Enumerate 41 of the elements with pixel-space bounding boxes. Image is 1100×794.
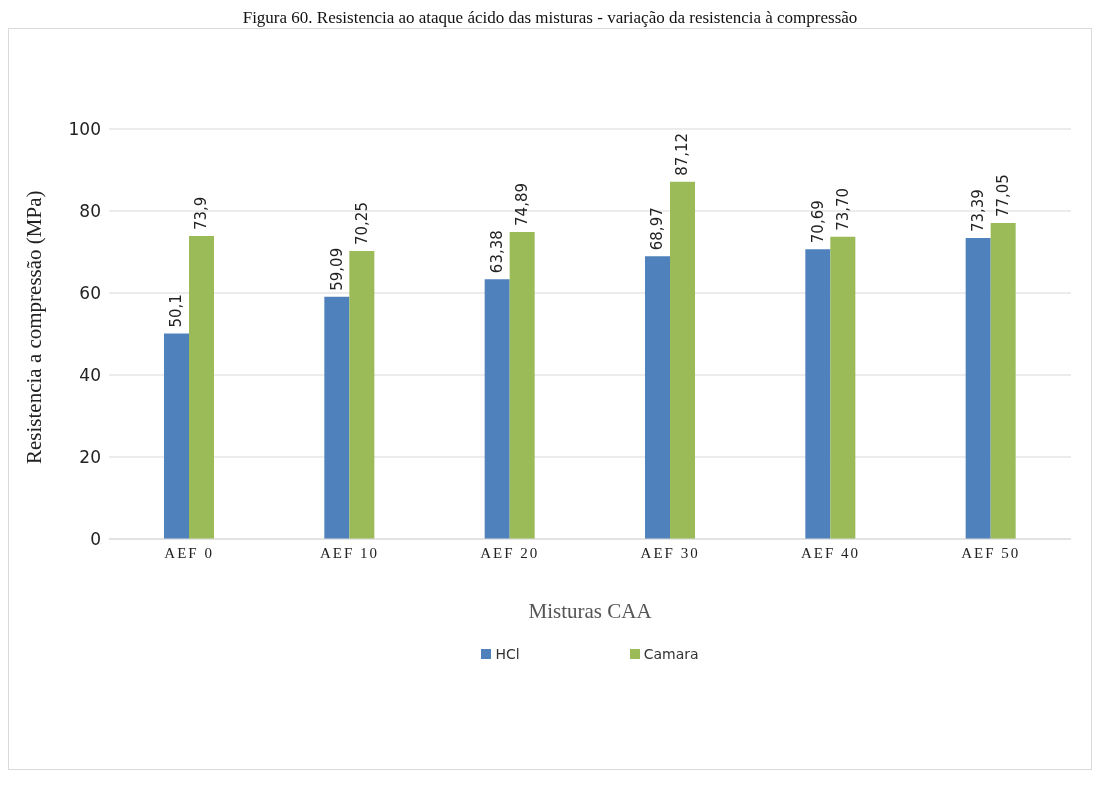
x-tick-label: AEF 30 [640, 544, 700, 561]
data-label: 73,9 [192, 196, 211, 231]
data-label: 50,1 [167, 294, 186, 328]
x-axis-title: Misturas CAA [527, 599, 653, 624]
bar [830, 236, 856, 539]
legend-label: HCl [495, 646, 520, 662]
x-tick-label: AEF 40 [800, 544, 861, 561]
x-tick-label: AEF 0 [164, 544, 214, 561]
x-tick-label: AEF 10 [319, 544, 380, 561]
data-label: 73,70 [833, 187, 852, 231]
bar [965, 238, 991, 539]
bar [805, 249, 831, 539]
x-tick-label: AEF 20 [480, 544, 540, 561]
bar [164, 333, 189, 539]
bar [990, 223, 1016, 539]
bar [670, 181, 695, 539]
data-label: 63,38 [488, 230, 507, 274]
data-label: 70,69 [808, 200, 827, 244]
y-tick-label: 20 [79, 447, 101, 468]
y-tick-label: 80 [79, 201, 101, 222]
bar [324, 296, 350, 539]
bar [189, 236, 214, 539]
data-label: 68,97 [648, 207, 667, 251]
y-tick-label: 60 [79, 283, 101, 304]
data-label: 70,25 [352, 202, 371, 245]
bar [509, 231, 535, 539]
data-label: 73,39 [969, 189, 988, 233]
chart-title: Figura 60. Resistencia ao ataque ácido das misturas - variação da resistencia à compressão [241, 8, 859, 28]
y-tick-label: 0 [90, 529, 101, 550]
y-axis-title: Resistencia a compressão (MPa) [22, 190, 47, 464]
y-tick-label: 100 [68, 119, 101, 140]
x-tick-label: AEF 50 [961, 544, 1021, 561]
data-label: 59,09 [327, 247, 346, 291]
bar [484, 279, 510, 539]
bar [349, 250, 375, 539]
y-tick-label: 40 [79, 365, 101, 386]
data-label: 87,12 [673, 132, 692, 176]
data-label: 74,89 [513, 183, 532, 226]
legend-label: Camara [643, 646, 699, 662]
bar [645, 256, 670, 539]
data-label: 77,05 [994, 174, 1013, 218]
